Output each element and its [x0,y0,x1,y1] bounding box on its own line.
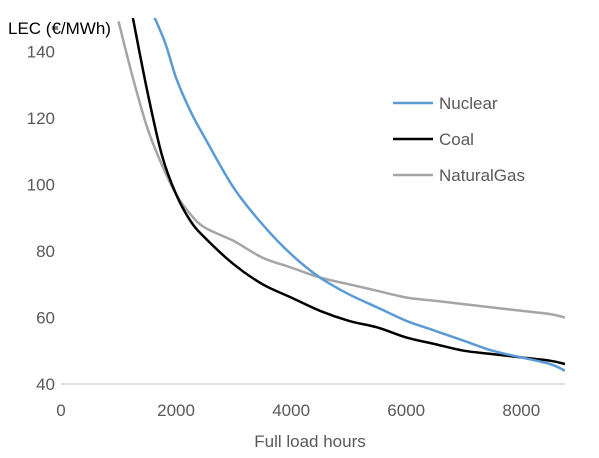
y-tick-label: 40 [36,375,55,394]
y-tick-label: 80 [36,242,55,261]
y-tick-label: 140 [27,42,55,61]
x-tick-label: 6000 [387,401,425,420]
plot-area: 0 2000 4000 6000 8000 40 60 80 100 120 140 [27,18,565,420]
y-tick-label: 100 [27,175,55,194]
series-line-coal [131,18,565,366]
series-line-naturalgas [117,20,565,319]
x-tick-label: 2000 [157,401,195,420]
legend-label-nuclear: Nuclear [439,94,498,113]
y-tick-label: 60 [36,308,55,327]
y-axis-title: LEC (€/MWh) [8,19,111,38]
series-line-nuclear [153,18,565,372]
legend: Nuclear Coal NaturalGas [393,94,525,185]
legend-label-coal: Coal [439,130,474,149]
x-tick-label: 8000 [502,401,540,420]
legend-label-naturalgas: NaturalGas [439,166,525,185]
x-tick-label: 4000 [272,401,310,420]
x-tick-label: 0 [56,401,65,420]
y-tick-label: 120 [27,109,55,128]
x-axis-title: Full load hours [254,432,366,451]
